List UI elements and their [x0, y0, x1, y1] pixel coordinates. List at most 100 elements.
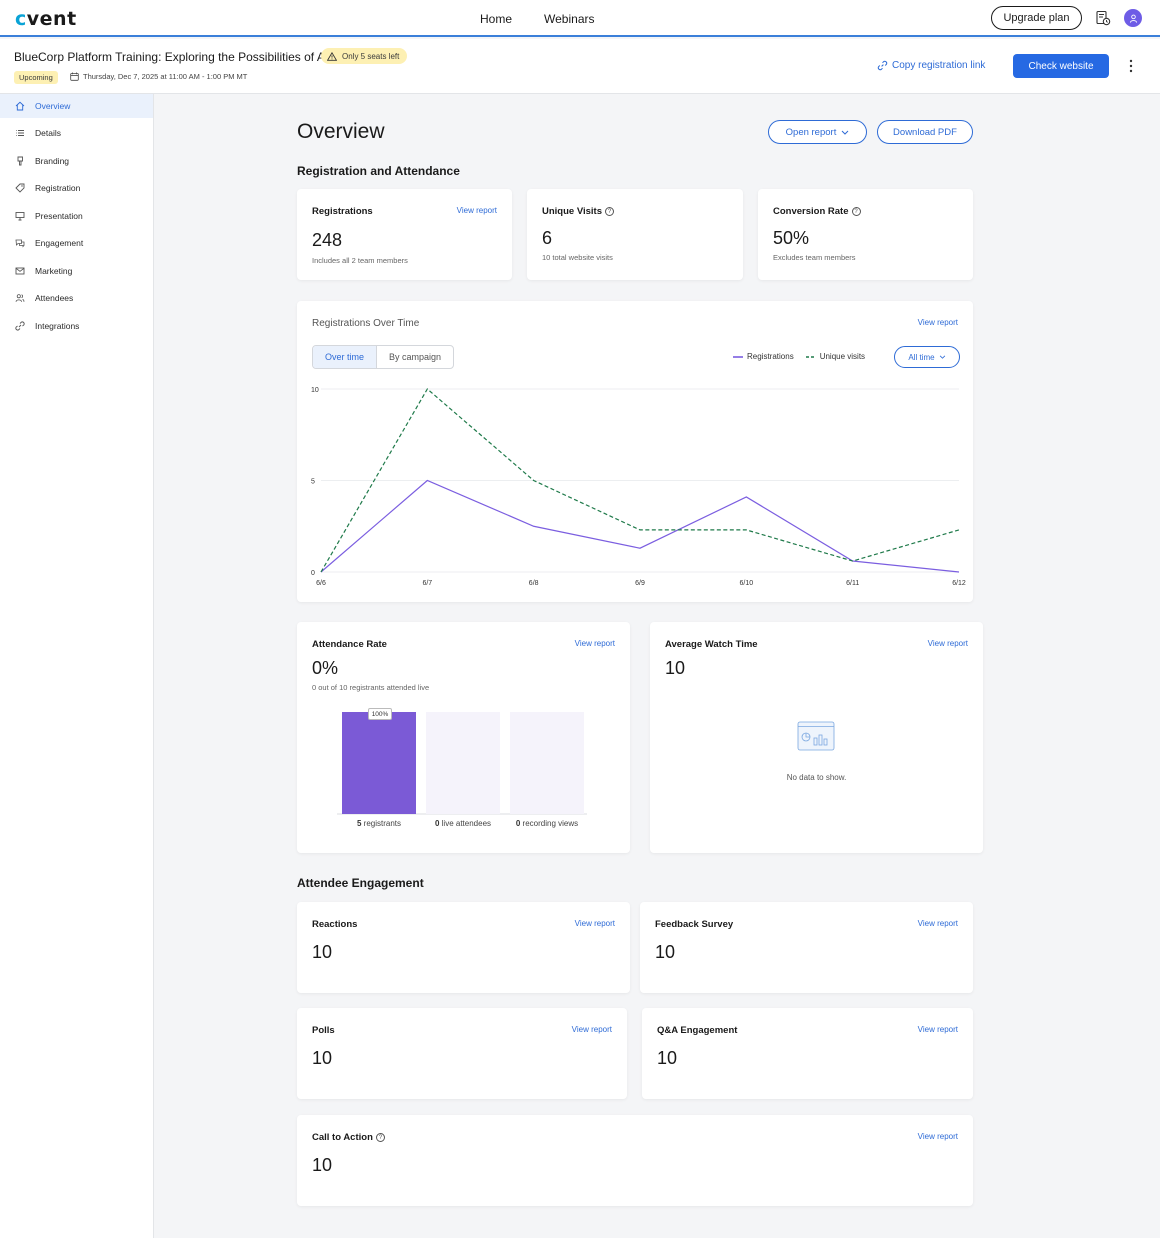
- view-report-link[interactable]: View report: [917, 318, 958, 327]
- chart-view-toggle: Over time By campaign: [312, 345, 455, 369]
- watch-time-value: 10: [665, 658, 686, 678]
- card-title-text: Q&A Engagement: [657, 1025, 738, 1036]
- view-report-link[interactable]: View report: [574, 919, 615, 928]
- call-to-action-value: 10: [312, 1155, 333, 1175]
- legend-registrations: Registrations: [733, 352, 794, 361]
- view-report-link[interactable]: View report: [917, 1132, 958, 1141]
- people-icon: [15, 294, 25, 302]
- x-tick-label: 6/9: [635, 580, 645, 587]
- sidebar-item-label: Marketing: [35, 266, 73, 276]
- unique-visits-sub: 10 total website visits: [542, 253, 613, 262]
- card-title: Registrations Over Time: [312, 318, 419, 329]
- bar-label-text: live attendees: [441, 819, 492, 828]
- event-header: BlueCorp Platform Training: Exploring th…: [0, 39, 1160, 94]
- nav-webinars[interactable]: Webinars: [544, 12, 595, 26]
- chevron-down-icon: [841, 130, 849, 135]
- tag-icon: [15, 183, 25, 193]
- sidebar-item-presentation[interactable]: Presentation: [0, 204, 153, 228]
- copy-registration-link[interactable]: Copy registration link: [877, 60, 985, 71]
- cvent-logo[interactable]: cvent: [15, 8, 77, 30]
- warning-icon: [327, 51, 337, 61]
- sidebar-item-details[interactable]: Details: [0, 121, 153, 145]
- link-icon: [15, 321, 25, 331]
- attendance-rate-card: Attendance Rate View report 0% 0 out of …: [297, 622, 630, 853]
- sidebar-item-overview[interactable]: Overview: [0, 94, 153, 118]
- link-icon: [877, 60, 888, 71]
- copy-registration-link-label: Copy registration link: [892, 60, 986, 71]
- brush-icon: [17, 156, 23, 166]
- tab-over-time[interactable]: Over time: [313, 346, 378, 368]
- help-icon[interactable]: ?: [375, 1133, 385, 1142]
- card-title-text: Unique Visits: [542, 206, 603, 217]
- view-report-link[interactable]: View report: [456, 206, 497, 215]
- sidebar-item-label: Branding: [35, 156, 70, 166]
- legend-label: Registrations: [747, 352, 794, 361]
- download-pdf-button[interactable]: Download PDF: [877, 120, 973, 144]
- x-tick-label: 6/6: [316, 580, 326, 587]
- main-nav: Home Webinars: [480, 12, 594, 26]
- seats-warning-badge: Only 5 seats left: [321, 48, 408, 64]
- sidebar-item-marketing[interactable]: Marketing: [0, 259, 153, 283]
- sidebar-item-label: Presentation: [35, 211, 83, 221]
- x-tick-label: 6/10: [740, 580, 754, 587]
- bar-label-registrants: 5 registrants: [342, 819, 416, 828]
- nav-home[interactable]: Home: [480, 12, 513, 26]
- sidebar-item-integrations[interactable]: Integrations: [0, 314, 153, 338]
- user-avatar[interactable]: [1124, 9, 1142, 27]
- status-badge: Upcoming: [14, 71, 58, 84]
- feedback-survey-card: Feedback Survey View report 10: [640, 902, 973, 993]
- polls-value: 10: [312, 1048, 333, 1068]
- upgrade-plan-button[interactable]: Upgrade plan: [991, 6, 1082, 30]
- card-title: Polls: [312, 1025, 335, 1036]
- open-report-button[interactable]: Open report: [768, 120, 867, 144]
- user-icon: [1129, 14, 1137, 23]
- sidebar-item-branding[interactable]: Branding: [0, 149, 153, 173]
- view-report-link[interactable]: View report: [917, 919, 958, 928]
- legend-line-solid: [733, 355, 743, 358]
- card-title-text: Registrations: [312, 206, 373, 217]
- report-clock-icon[interactable]: [1095, 10, 1111, 26]
- check-website-button[interactable]: Check website: [1013, 54, 1109, 78]
- time-range-dropdown[interactable]: All time: [894, 346, 960, 368]
- card-title: Attendance Rate: [312, 639, 387, 650]
- card-title-text: Reactions: [312, 919, 358, 930]
- x-tick-label: 6/12: [952, 580, 966, 587]
- sidebar-item-attendees[interactable]: Attendees: [0, 286, 153, 310]
- bar-percent-tag: 100%: [368, 708, 392, 720]
- time-range-label: All time: [908, 352, 935, 362]
- card-title: Feedback Survey: [655, 919, 733, 930]
- bar-label-live-attendees: 0 live attendees: [426, 819, 500, 828]
- open-report-label: Open report: [785, 126, 837, 138]
- registrations-card: Registrations View report 248 Includes a…: [297, 189, 512, 280]
- conversion-rate-sub: Excludes team members: [773, 253, 856, 262]
- bar-count: 0: [515, 819, 521, 828]
- polls-card: Polls View report 10: [297, 1008, 627, 1099]
- help-icon[interactable]: ?: [851, 207, 861, 216]
- section-registration-attendance: Registration and Attendance: [297, 164, 460, 178]
- list-icon: [16, 130, 24, 136]
- help-icon[interactable]: ?: [605, 207, 615, 216]
- card-title-text: Feedback Survey: [655, 919, 734, 930]
- card-title-text: Call to Action: [312, 1132, 373, 1143]
- empty-chart-icon: [797, 721, 835, 751]
- bar-track: [510, 712, 584, 814]
- view-report-link[interactable]: View report: [571, 1025, 612, 1034]
- sidebar-item-registration[interactable]: Registration: [0, 176, 153, 200]
- sidebar: Overview Details Branding Registration P…: [0, 94, 154, 1238]
- sidebar-item-engagement[interactable]: Engagement: [0, 231, 153, 255]
- tab-by-campaign[interactable]: By campaign: [389, 352, 442, 362]
- event-date-text: Thursday, Dec 7, 2025 at 11:00 AM - 1:00…: [83, 72, 248, 81]
- view-report-link[interactable]: View report: [574, 639, 615, 648]
- unique-visits-value: 6: [542, 228, 553, 248]
- view-report-link[interactable]: View report: [917, 1025, 958, 1034]
- card-title-text: Average Watch Time: [665, 639, 758, 650]
- event-title: BlueCorp Platform Training: Exploring th…: [14, 50, 329, 64]
- more-options-icon[interactable]: [1125, 58, 1137, 74]
- sidebar-item-label: Attendees: [35, 293, 74, 303]
- bar-label-text: recording views: [522, 819, 579, 828]
- legend-line-dashed: [805, 355, 816, 358]
- legend-unique-visits: Unique visits: [805, 352, 865, 361]
- qa-engagement-value: 10: [657, 1048, 678, 1068]
- x-tick-label: 6/7: [422, 580, 432, 587]
- view-report-link[interactable]: View report: [927, 639, 968, 648]
